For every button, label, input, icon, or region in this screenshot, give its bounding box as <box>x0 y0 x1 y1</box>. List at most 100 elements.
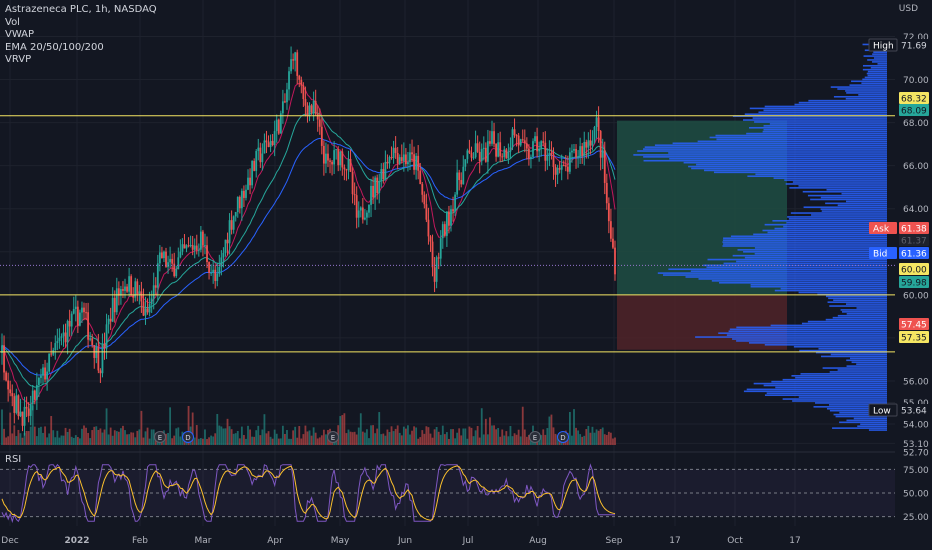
profile-bar <box>722 241 887 243</box>
time-tick-label: Dec <box>1 536 18 546</box>
volume-bar <box>251 436 254 445</box>
currency-label[interactable]: USD <box>898 4 918 14</box>
volume-bar <box>445 432 448 445</box>
profile-bar <box>758 111 887 114</box>
volume-bar <box>210 435 213 445</box>
candle-body <box>181 244 184 252</box>
volume-bar <box>320 435 323 445</box>
candle-body <box>120 289 122 296</box>
price-label-bg <box>899 104 929 116</box>
candle-body <box>515 135 518 137</box>
candle-body <box>259 147 262 163</box>
volume-bar <box>255 430 258 445</box>
candle-body <box>400 157 403 161</box>
volume-bar <box>13 425 16 445</box>
candle-body <box>591 140 594 146</box>
rsi-title[interactable]: RSI <box>5 454 22 465</box>
candle-body <box>452 209 454 212</box>
candle-body <box>72 309 75 314</box>
volume-bar <box>62 435 65 445</box>
volume-bar <box>347 429 350 445</box>
volume-bar <box>503 435 506 445</box>
volume-bar <box>310 435 313 445</box>
volume-bar <box>456 432 459 445</box>
price-label-value: 53.64 <box>901 407 927 417</box>
candle-body <box>388 157 391 164</box>
profile-bar <box>845 90 887 92</box>
volume-bar <box>253 436 256 445</box>
candle-body <box>195 245 198 251</box>
candle-body <box>548 152 551 156</box>
profile-bar <box>707 258 887 261</box>
profile-bar <box>815 351 887 354</box>
volume-bar <box>308 430 311 445</box>
profile-bar <box>732 338 887 340</box>
volume-bar <box>376 428 379 445</box>
volume-bar <box>607 431 610 445</box>
candle-body <box>534 136 536 142</box>
horizontal-levels[interactable] <box>0 115 895 353</box>
volume-bar <box>478 437 481 445</box>
candle-body <box>501 156 504 158</box>
volume-bar <box>486 434 489 445</box>
volume-bar <box>366 429 368 445</box>
volume-bar <box>146 427 149 445</box>
candle-body <box>128 276 131 292</box>
candle-body <box>64 332 67 343</box>
candle-body <box>493 131 495 144</box>
candle-body <box>558 167 561 170</box>
volume-bar <box>425 426 428 445</box>
volume-bar <box>40 426 42 445</box>
profile-bar <box>830 86 887 88</box>
candle-body <box>536 136 538 152</box>
volume-bar <box>171 438 174 445</box>
indicator-vol[interactable]: Vol <box>5 16 20 28</box>
candle-body <box>193 245 196 250</box>
volume-bar <box>394 428 397 445</box>
profile-bar <box>749 126 887 129</box>
candle-body <box>81 307 83 313</box>
time-tick-label: Jun <box>397 536 412 546</box>
volume-bar <box>472 436 475 445</box>
candle-body <box>292 59 295 61</box>
candle-body <box>458 172 461 181</box>
candle-body <box>353 194 356 196</box>
profile-bar <box>633 154 887 156</box>
profile-bar <box>862 64 887 67</box>
volume-bars <box>1 405 616 445</box>
volume-bar <box>187 405 190 445</box>
indicator-vwap[interactable]: VWAP <box>5 29 35 40</box>
price-tick-label: 66.00 <box>903 162 929 172</box>
time-tick-label: Feb <box>132 536 148 546</box>
profile-bar <box>716 138 887 141</box>
price-label-value: 61.36 <box>901 250 927 260</box>
indicator-ema[interactable]: EMA 20/50/100/200 <box>5 41 104 53</box>
volume-bar <box>589 432 592 445</box>
candle-body <box>154 285 157 288</box>
profile-bar <box>846 365 887 367</box>
candle-body <box>407 162 409 165</box>
time-axis[interactable]: Dec 2022 Feb Mar Apr May Jun Jul Aug Sep 17 Oct 17 <box>1 536 800 546</box>
price-tick-label: 64.00 <box>903 205 929 215</box>
candle-body <box>15 395 18 413</box>
volume-bar <box>27 431 30 445</box>
profile-bar <box>704 169 887 172</box>
volume-bar <box>126 434 128 445</box>
profile-bar <box>798 291 887 294</box>
time-tick-label: Apr <box>267 536 283 546</box>
candle-body <box>337 149 340 166</box>
candle-body <box>489 141 491 144</box>
candle-body <box>290 59 292 72</box>
candle-body <box>40 375 42 378</box>
volume-bar <box>452 429 454 445</box>
volume-bar <box>259 435 262 445</box>
indicator-vrvp[interactable]: VRVP <box>5 54 32 65</box>
volume-bar <box>294 426 297 445</box>
volume-bar <box>1 409 3 445</box>
candle-body <box>525 143 528 149</box>
price-axis-labels: 71.69 High 68.32 68.09 61.38 Ask 61.37 61.36 Bid… <box>868 38 929 417</box>
symbol-title[interactable]: Astrazeneca PLC, 1h, NASDAQ <box>5 4 157 15</box>
candle-body <box>122 289 124 291</box>
